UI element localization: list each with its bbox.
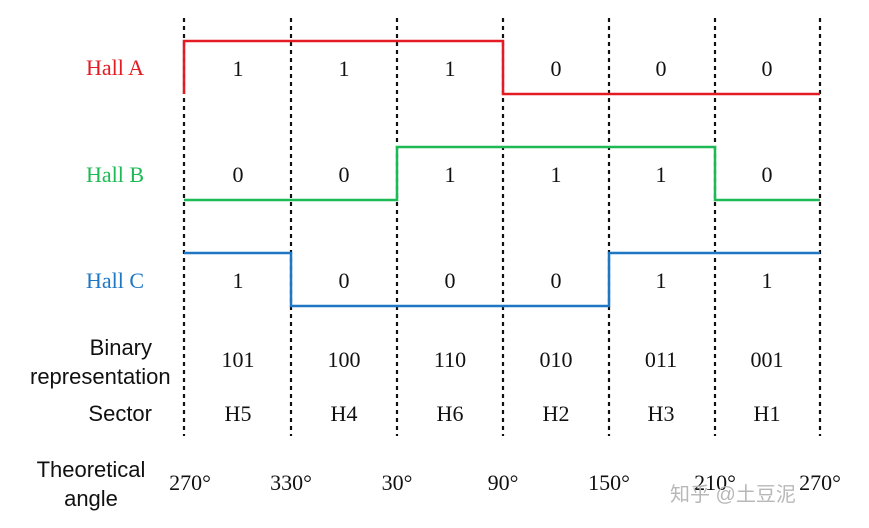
angle-value: 150° — [588, 470, 630, 495]
hall-a-bit: 1 — [338, 56, 350, 81]
hall-a-label: Hall A — [86, 55, 145, 80]
angle-row-label: Theoretical angle — [36, 457, 146, 511]
hall-a-bit: 0 — [550, 56, 562, 81]
watermark-text: 知乎 @土豆泥 — [670, 484, 796, 506]
binary-value: 001 — [750, 347, 784, 372]
hall-b-bit: 0 — [338, 162, 350, 187]
angle-value: 270° — [799, 470, 841, 495]
binary-value: 101 — [221, 347, 255, 372]
sector-value: H2 — [542, 401, 570, 426]
binary-value: 110 — [433, 347, 467, 372]
angle-value: 270° — [169, 470, 211, 495]
angle-value: 90° — [487, 470, 519, 495]
hall-c-bit: 0 — [550, 268, 562, 293]
hall-a-waveform — [182, 39, 820, 96]
angle-value: 330° — [270, 470, 312, 495]
hall-b-bit: 0 — [761, 162, 773, 187]
hall-b-bit: 1 — [550, 162, 562, 187]
hall-c-label: Hall C — [86, 268, 145, 293]
sector-value: H5 — [224, 401, 252, 426]
hall-a-bit: 0 — [761, 56, 773, 81]
hall-c-waveform — [184, 251, 820, 308]
sector-value: H1 — [753, 401, 781, 426]
sector-value: H4 — [330, 401, 358, 426]
hall-c-bit: 0 — [444, 268, 456, 293]
hall-a-bit: 1 — [232, 56, 244, 81]
hall-b-bit: 1 — [444, 162, 456, 187]
sector-value: H3 — [647, 401, 675, 426]
angle-value: 30° — [381, 470, 413, 495]
binary-row-label: Binary representation — [30, 335, 171, 389]
hall-a-bit: 0 — [655, 56, 667, 81]
angle-value: 210° — [694, 470, 736, 495]
hall-c-bit: 1 — [655, 268, 667, 293]
binary-value: 100 — [327, 347, 361, 372]
hall-b-label: Hall B — [86, 162, 145, 187]
hall-c-bit: 1 — [232, 268, 244, 293]
hall-c-bit: 0 — [338, 268, 350, 293]
sector-row-label: Sector — [88, 401, 152, 426]
hall-a-bit: 1 — [444, 56, 456, 81]
binary-value: 011 — [644, 347, 678, 372]
hall-c-bit: 1 — [761, 268, 773, 293]
binary-value: 010 — [539, 347, 573, 372]
sector-value: H6 — [436, 401, 464, 426]
hall-b-bit: 0 — [232, 162, 244, 187]
hall-b-waveform — [184, 145, 820, 202]
hall-b-bit: 1 — [655, 162, 667, 187]
